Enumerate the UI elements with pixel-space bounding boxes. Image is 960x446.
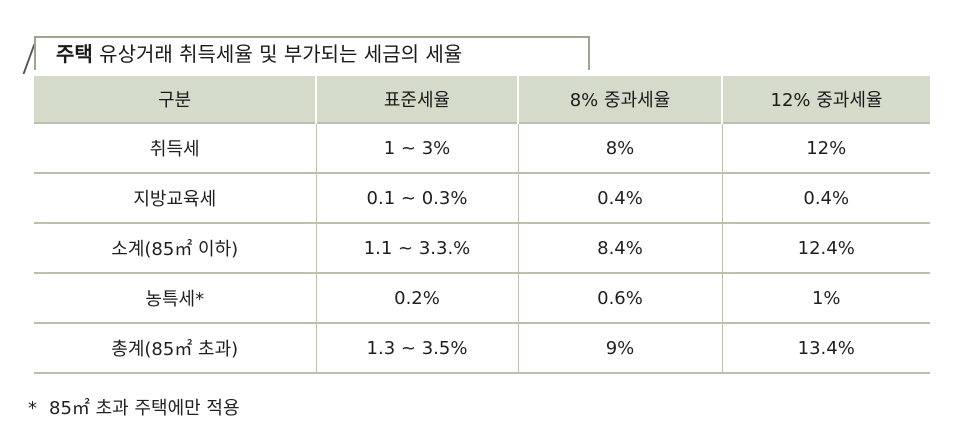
- table-row: 소계(85㎡ 이하) 1.1 ~ 3.3.% 8.4% 12.4%: [34, 223, 930, 274]
- table-row: 농특세* 0.2% 0.6% 1%: [34, 273, 930, 324]
- table-title: 주택 유상거래 취득세율 및 부가되는 세금의 세율: [56, 40, 462, 68]
- table-row: 총계(85㎡ 초과) 1.3 ~ 3.5% 9% 13.4%: [34, 323, 930, 374]
- footnote: * 85㎡ 초과 주택에만 적용: [28, 394, 240, 420]
- cell-8pct: 8.4%: [517, 223, 722, 274]
- cell-12pct: 13.4%: [721, 323, 930, 374]
- header-12pct-rate: 12% 중과세율: [721, 76, 930, 123]
- table-row: 취득세 1 ~ 3% 8% 12%: [34, 122, 930, 174]
- cell-standard: 1.1 ~ 3.3.%: [315, 223, 518, 274]
- cell-standard: 1.3 ~ 3.5%: [315, 323, 518, 374]
- row-label: 소계(85㎡ 이하): [34, 223, 316, 274]
- row-label: 농특세*: [34, 273, 316, 324]
- cell-8pct: 8%: [517, 122, 722, 174]
- table-header-row: 구분 표준세율 8% 중과세율 12% 중과세율: [34, 76, 930, 123]
- table-title-bold: 주택: [56, 42, 93, 66]
- cell-12pct: 0.4%: [721, 173, 930, 224]
- header-8pct-rate: 8% 중과세율: [517, 76, 722, 123]
- footnote-mark: *: [28, 398, 37, 419]
- footnote-text: 85㎡ 초과 주택에만 적용: [49, 398, 240, 419]
- cell-12pct: 12.4%: [721, 223, 930, 274]
- tax-rate-table: 구분 표준세율 8% 중과세율 12% 중과세율 취득세 1 ~ 3% 8% 1…: [34, 76, 930, 374]
- row-label: 지방교육세: [34, 173, 316, 224]
- header-standard-rate: 표준세율: [315, 76, 518, 123]
- cell-8pct: 9%: [517, 323, 722, 374]
- row-label: 총계(85㎡ 초과): [34, 323, 316, 374]
- cell-standard: 0.2%: [315, 273, 518, 324]
- table-title-tab: 주택 유상거래 취득세율 및 부가되는 세금의 세율: [34, 36, 590, 70]
- table-row: 지방교육세 0.1 ~ 0.3% 0.4% 0.4%: [34, 173, 930, 224]
- row-label: 취득세: [34, 122, 316, 174]
- cell-8pct: 0.6%: [517, 273, 722, 324]
- cell-8pct: 0.4%: [517, 173, 722, 224]
- cell-12pct: 1%: [721, 273, 930, 324]
- cell-standard: 0.1 ~ 0.3%: [315, 173, 518, 224]
- cell-12pct: 12%: [721, 122, 930, 174]
- header-category: 구분: [34, 76, 316, 123]
- table-title-rest: 유상거래 취득세율 및 부가되는 세금의 세율: [92, 42, 463, 66]
- cell-standard: 1 ~ 3%: [315, 122, 518, 174]
